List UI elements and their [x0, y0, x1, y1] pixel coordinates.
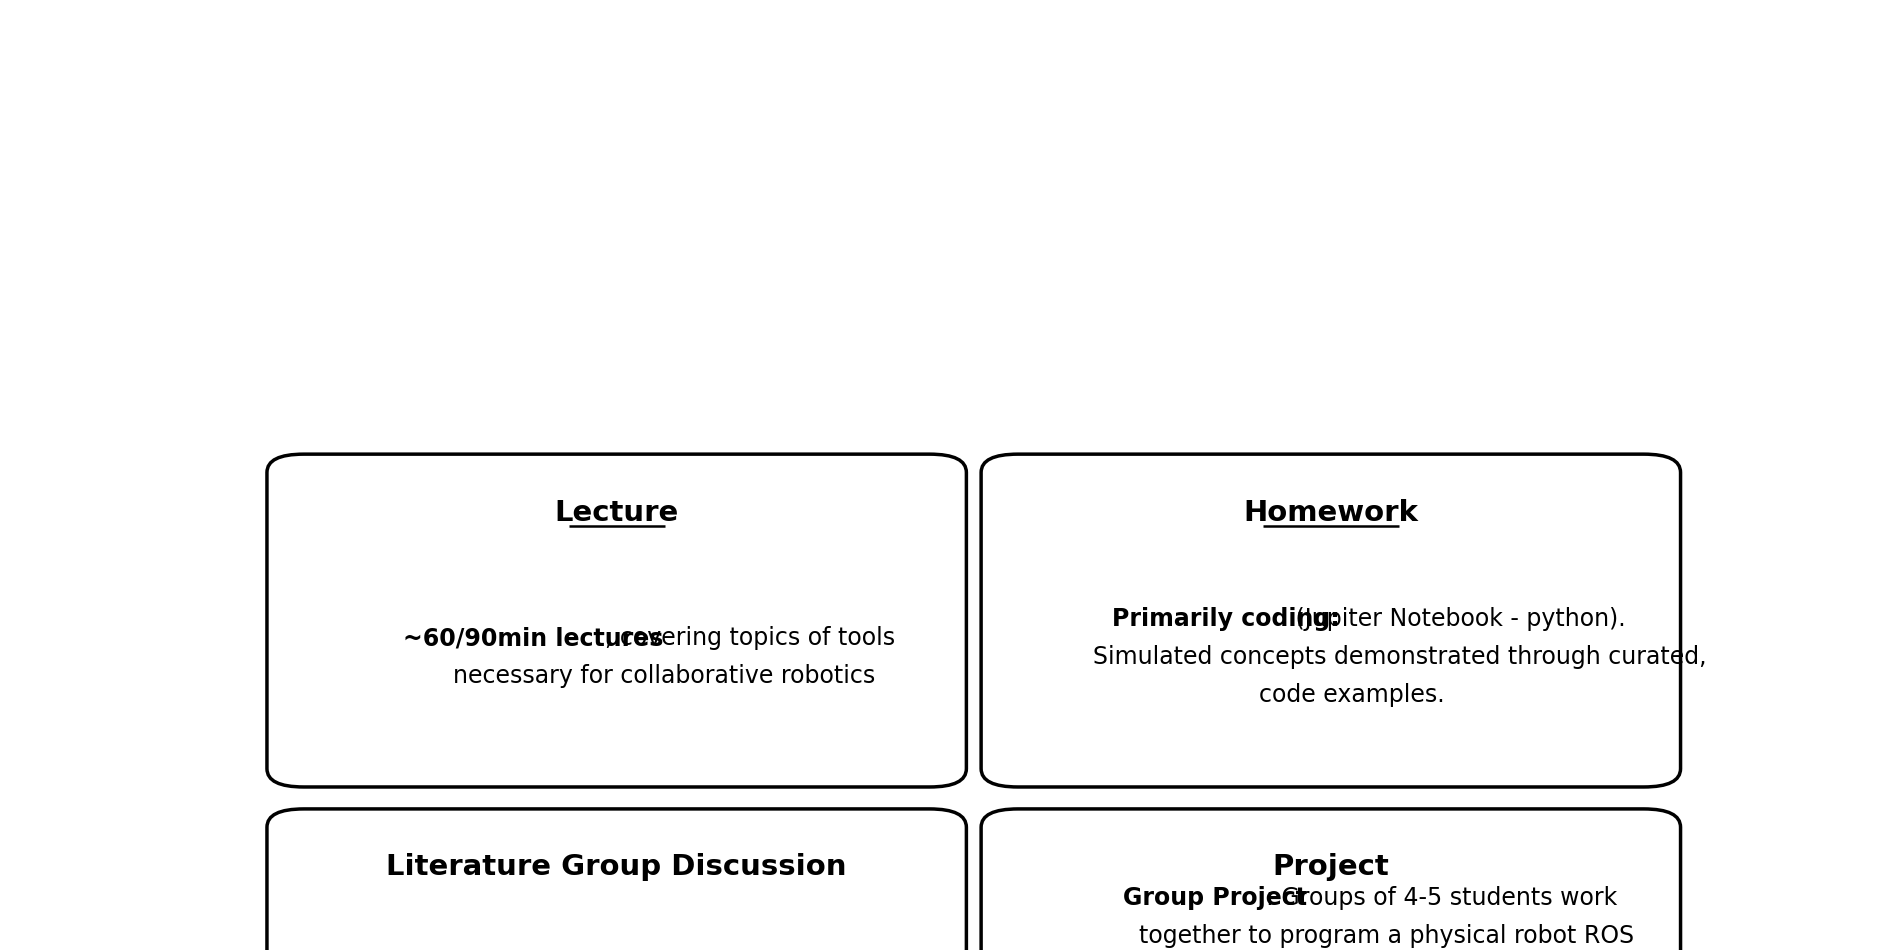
FancyBboxPatch shape [980, 454, 1680, 787]
FancyBboxPatch shape [266, 454, 967, 787]
FancyBboxPatch shape [266, 809, 967, 950]
Text: Project: Project [1273, 853, 1389, 882]
Text: , covering topics of tools: , covering topics of tools [604, 626, 895, 650]
Text: (Jupiter Notebook - python).: (Jupiter Notebook - python). [1288, 607, 1626, 631]
Text: Homework: Homework [1243, 499, 1417, 526]
Text: : Groups of 4-5 students work: : Groups of 4-5 students work [1265, 885, 1617, 910]
Text: Group Project: Group Project [1123, 885, 1307, 910]
FancyBboxPatch shape [980, 809, 1680, 950]
Text: Lecture: Lecture [555, 499, 678, 526]
Text: ~60/90min lectures: ~60/90min lectures [403, 626, 663, 650]
Text: necessary for collaborative robotics: necessary for collaborative robotics [452, 664, 876, 688]
Text: Literature Group Discussion: Literature Group Discussion [386, 853, 847, 882]
Text: code examples.: code examples. [1260, 683, 1444, 707]
Text: Simulated concepts demonstrated through curated,: Simulated concepts demonstrated through … [1092, 645, 1706, 669]
Text: Primarily coding:: Primarily coding: [1112, 607, 1340, 631]
Text: together to program a physical robot ROS: together to program a physical robot ROS [1138, 923, 1634, 948]
